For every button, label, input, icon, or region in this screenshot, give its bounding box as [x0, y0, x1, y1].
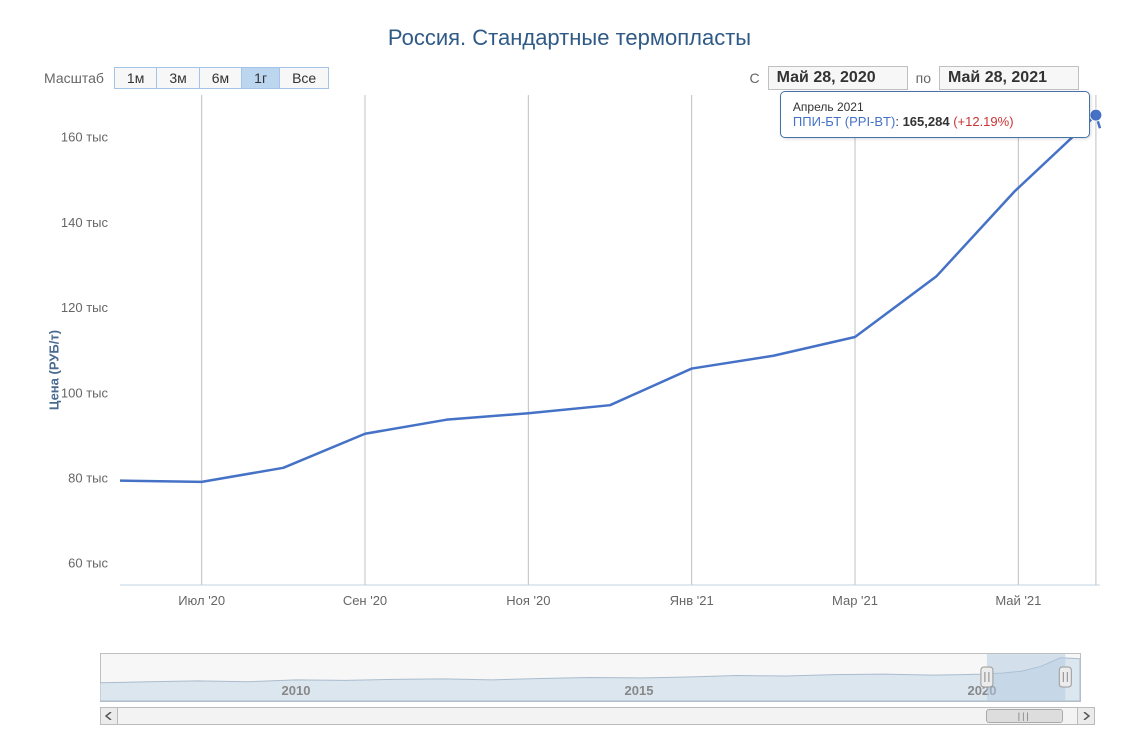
zoom-button-6м[interactable]: 6м [200, 68, 242, 88]
chart-controls: Масштаб 1м3м6м1гВсе С по [40, 66, 1099, 90]
zoom-button-group: 1м3м6м1гВсе [114, 67, 329, 89]
navigator-svg[interactable]: 201020152020 [100, 653, 1085, 705]
scrollbar-thumb[interactable]: ||| [986, 709, 1063, 723]
price-chart-widget: Россия. Стандартные термопласты Масштаб … [0, 0, 1139, 735]
scrollbar[interactable]: ||| [100, 707, 1095, 725]
zoom-button-1м[interactable]: 1м [115, 68, 157, 88]
tooltip-value: 165,284 [903, 114, 950, 129]
tooltip-series-name: ППИ-БТ (PPI-BT) [793, 114, 895, 129]
zoom-label: Масштаб [44, 70, 104, 86]
navigator[interactable]: 201020152020 [100, 653, 1095, 705]
scrollbar-right-button[interactable] [1077, 707, 1095, 725]
date-to-input[interactable] [939, 66, 1079, 90]
svg-text:60 тыс: 60 тыс [68, 556, 108, 571]
svg-text:Мар '21: Мар '21 [832, 593, 878, 608]
svg-text:2010: 2010 [282, 683, 311, 698]
svg-text:80 тыс: 80 тыс [68, 470, 108, 485]
scrollbar-left-button[interactable] [100, 707, 118, 725]
svg-text:2015: 2015 [625, 683, 654, 698]
chevron-left-icon [105, 712, 113, 720]
date-from-label: С [750, 70, 760, 86]
zoom-button-3м[interactable]: 3м [157, 68, 199, 88]
y-axis-label: Цена (РУБ/т) [47, 330, 62, 410]
svg-text:Сен '20: Сен '20 [343, 593, 387, 608]
tooltip-date: Апрель 2021 [793, 100, 1077, 114]
svg-text:Май '21: Май '21 [995, 593, 1041, 608]
main-chart-svg[interactable]: Июл '20 Сен '20 Ноя '20 Янв '21 Мар '21 Май '… [40, 95, 1105, 615]
scrollbar-track[interactable]: ||| [118, 707, 1077, 725]
date-to-label: по [916, 70, 931, 86]
svg-text:140 тыс: 140 тыс [61, 215, 109, 230]
svg-text:120 тыс: 120 тыс [61, 300, 109, 315]
svg-text:Янв '21: Янв '21 [670, 593, 714, 608]
svg-text:160 тыс: 160 тыс [61, 130, 109, 145]
date-from-input[interactable] [768, 66, 908, 90]
zoom-button-1г[interactable]: 1г [242, 68, 280, 88]
chevron-right-icon [1082, 712, 1090, 720]
tooltip-change: (+12.19%) [953, 114, 1013, 129]
zoom-button-Все[interactable]: Все [280, 68, 328, 88]
plot-area[interactable]: Цена (РУБ/т) Июл '20 Сен '20 Ноя '20 Янв '2… [40, 95, 1099, 645]
svg-text:Июл '20: Июл '20 [178, 593, 225, 608]
svg-text:Ноя '20: Ноя '20 [506, 593, 550, 608]
chart-title: Россия. Стандартные термопласты [40, 25, 1099, 51]
svg-text:100 тыс: 100 тыс [61, 385, 109, 400]
chart-tooltip: Апрель 2021 ППИ-БТ (PPI-BT): 165,284 (+1… [780, 91, 1090, 138]
